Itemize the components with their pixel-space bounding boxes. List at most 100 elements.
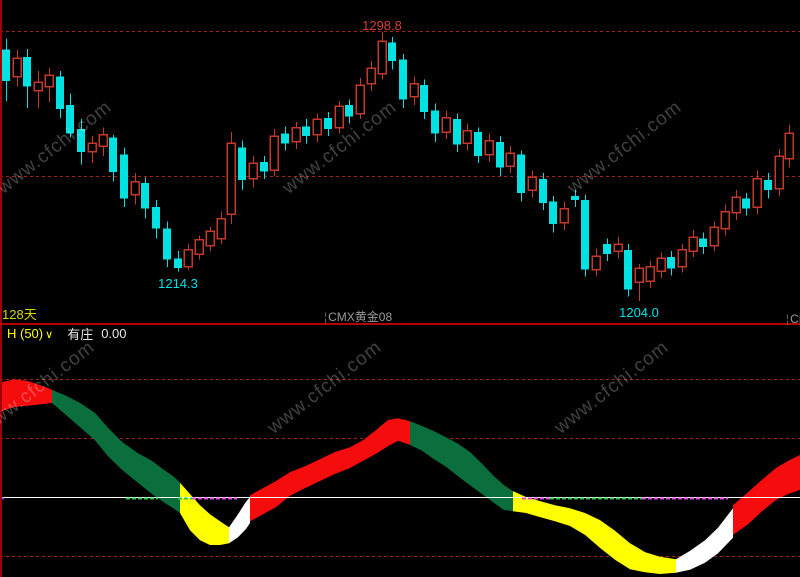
candle-body <box>98 134 108 147</box>
candle-body <box>355 84 365 115</box>
price-annotation: 1298.8 <box>362 18 402 33</box>
candle-up <box>656 252 666 279</box>
candle-up <box>591 248 601 276</box>
candle-body <box>377 40 387 75</box>
candle-down <box>141 177 149 219</box>
panel-divider[interactable] <box>0 323 800 325</box>
candle-body <box>720 210 730 230</box>
candle-down <box>345 99 353 124</box>
candle-body <box>56 76 64 110</box>
candle-down <box>624 244 632 297</box>
candle-body <box>742 198 750 209</box>
ribbon-band <box>733 455 800 535</box>
candle-down <box>260 156 268 179</box>
candle-up <box>44 68 54 103</box>
indicator-value: 0.00 <box>101 325 127 341</box>
ribbon-band <box>0 379 52 412</box>
candle-up <box>677 244 687 273</box>
candle-up <box>291 122 301 149</box>
candle-up <box>709 221 719 252</box>
candle-body <box>109 137 117 172</box>
candle-body <box>399 59 407 100</box>
symbol-label: ¦CMX黄金08 <box>324 310 392 324</box>
candle-up <box>409 76 419 105</box>
candle-down <box>388 36 396 70</box>
candle-body <box>77 129 85 152</box>
candle-body <box>23 56 31 87</box>
candle-body <box>496 141 504 168</box>
candle-down <box>603 238 611 262</box>
ribbon-band <box>513 491 676 574</box>
candle-down <box>549 195 557 233</box>
cursor-mark: ¦ <box>324 310 328 324</box>
candle-body <box>291 126 301 143</box>
candle-body <box>731 196 741 214</box>
candle-up <box>752 170 762 215</box>
candle-down <box>474 127 482 164</box>
candle-body <box>624 249 632 290</box>
candle-body <box>87 142 97 153</box>
candle-up <box>559 201 569 230</box>
candle-body <box>312 118 322 136</box>
chevron-down-icon[interactable]: ∨ <box>45 328 54 341</box>
candle-body <box>33 81 43 92</box>
candle-body <box>238 147 246 181</box>
candle-down <box>399 53 407 108</box>
candle-down <box>23 48 31 108</box>
candle-body <box>613 243 623 252</box>
candle-up <box>613 237 623 259</box>
ribbon-band <box>229 497 250 544</box>
ribbon-band <box>250 418 410 522</box>
candle-body <box>505 152 515 167</box>
candle-up <box>183 244 193 271</box>
candle-up <box>634 264 644 301</box>
candle-body <box>431 110 439 134</box>
candle-body <box>120 154 128 199</box>
price-annotation: 1204.0 <box>619 305 659 320</box>
candle-body <box>174 258 182 269</box>
candle-up <box>645 261 655 289</box>
candle-up <box>527 170 537 198</box>
candle-down <box>152 200 160 239</box>
candle-down <box>77 119 85 165</box>
candle-body <box>420 85 428 113</box>
candle-body <box>539 178 547 203</box>
candle-down <box>431 103 439 142</box>
candle-body <box>183 249 193 268</box>
symbol-label-right: ¦CM <box>786 312 800 326</box>
candle-body <box>549 201 557 225</box>
candle-up <box>484 133 494 162</box>
candle-down <box>453 113 461 152</box>
candle-down <box>281 126 289 151</box>
ribbon-band <box>52 389 180 513</box>
candle-down <box>496 136 504 176</box>
candle-up <box>462 123 472 151</box>
candle-down <box>581 194 589 277</box>
candle-body <box>409 82 419 98</box>
candle-down <box>120 147 128 208</box>
candle-down <box>539 173 547 210</box>
candle-body <box>517 154 525 193</box>
candle-body <box>141 183 149 209</box>
candle-up <box>355 78 365 120</box>
candle-body <box>677 249 687 268</box>
candle-body <box>559 207 569 224</box>
candle-down <box>517 150 525 202</box>
candle-up <box>130 173 140 205</box>
candle-body <box>656 257 666 272</box>
candle-body <box>603 244 611 254</box>
candle-down <box>667 251 675 276</box>
candle-down <box>238 140 246 191</box>
candle-up <box>334 100 344 134</box>
indicator-param-dropdown[interactable]: H (50) <box>7 325 44 341</box>
candle-body <box>709 226 719 247</box>
symbol-text: CMX黄金08 <box>328 310 393 324</box>
candle-body <box>130 180 140 196</box>
candle-up <box>269 129 279 176</box>
candle-body <box>302 126 310 137</box>
candle-body <box>784 132 794 160</box>
candle-body <box>453 119 461 145</box>
candle-down <box>66 93 74 138</box>
